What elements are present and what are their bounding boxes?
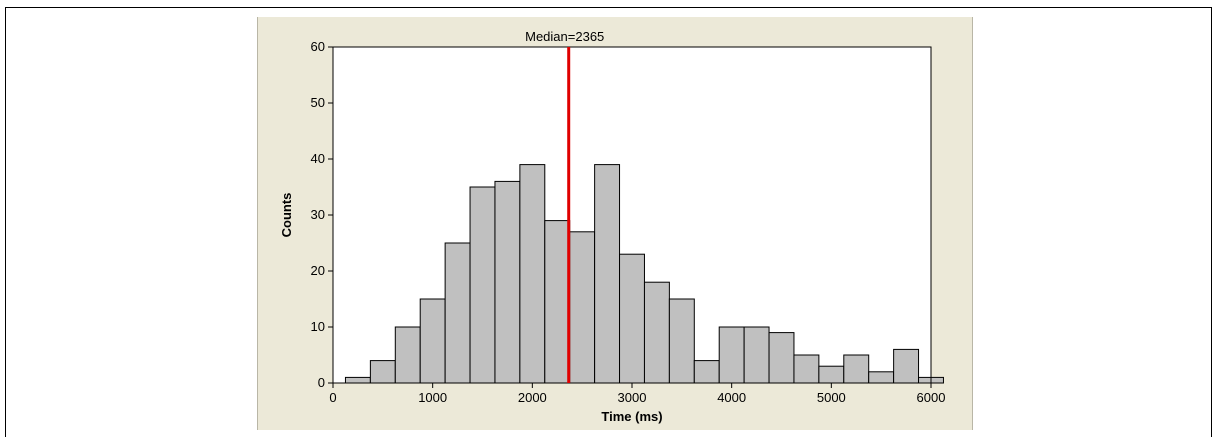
y-tick-label: 50 xyxy=(311,95,325,110)
y-tick-label: 10 xyxy=(311,319,325,334)
y-tick-label: 0 xyxy=(318,375,325,390)
histogram-bar xyxy=(619,253,645,384)
histogram-bar xyxy=(494,180,521,384)
histogram-bar xyxy=(369,360,396,384)
histogram-bar xyxy=(893,348,920,384)
y-tick-label: 20 xyxy=(311,263,325,278)
histogram-bar xyxy=(868,371,895,384)
x-tick-label: 3000 xyxy=(618,390,647,405)
histogram-bar xyxy=(668,298,695,384)
histogram-bar xyxy=(718,326,745,384)
x-axis-label: Time (ms) xyxy=(601,409,662,424)
x-tick-label: 4000 xyxy=(717,390,746,405)
histogram-bar xyxy=(569,231,596,384)
y-axis-label: Counts xyxy=(279,193,294,238)
x-tick-label: 6000 xyxy=(917,390,946,405)
histogram-chart: Median=2365 0 10 20 30 40 50 60 0 1000 2000 3000 400… xyxy=(279,29,946,424)
histogram-bar xyxy=(344,376,371,384)
y-tick-label: 40 xyxy=(311,151,325,166)
histogram-bar xyxy=(469,186,496,384)
histogram-bar xyxy=(544,220,571,384)
histogram-bar xyxy=(843,354,870,384)
x-tick-label: 5000 xyxy=(817,390,846,405)
histogram-bar xyxy=(444,242,471,384)
x-tick-label: 0 xyxy=(329,390,336,405)
histogram-bar xyxy=(693,360,720,384)
histogram-bar xyxy=(743,326,770,384)
histogram-bar xyxy=(643,281,670,384)
histogram-bar xyxy=(793,354,820,384)
x-tick-label: 2000 xyxy=(518,390,547,405)
histogram-bar xyxy=(818,365,845,384)
y-tick-label: 30 xyxy=(311,207,325,222)
histogram-bar xyxy=(394,326,421,384)
histogram-bar xyxy=(594,164,621,384)
y-tick-label: 60 xyxy=(311,39,325,54)
histogram-bar xyxy=(519,164,546,384)
median-label: Median=2365 xyxy=(525,29,604,44)
x-tick-label: 1000 xyxy=(418,390,447,405)
histogram-bar xyxy=(419,298,446,384)
histogram-bar xyxy=(768,332,795,384)
